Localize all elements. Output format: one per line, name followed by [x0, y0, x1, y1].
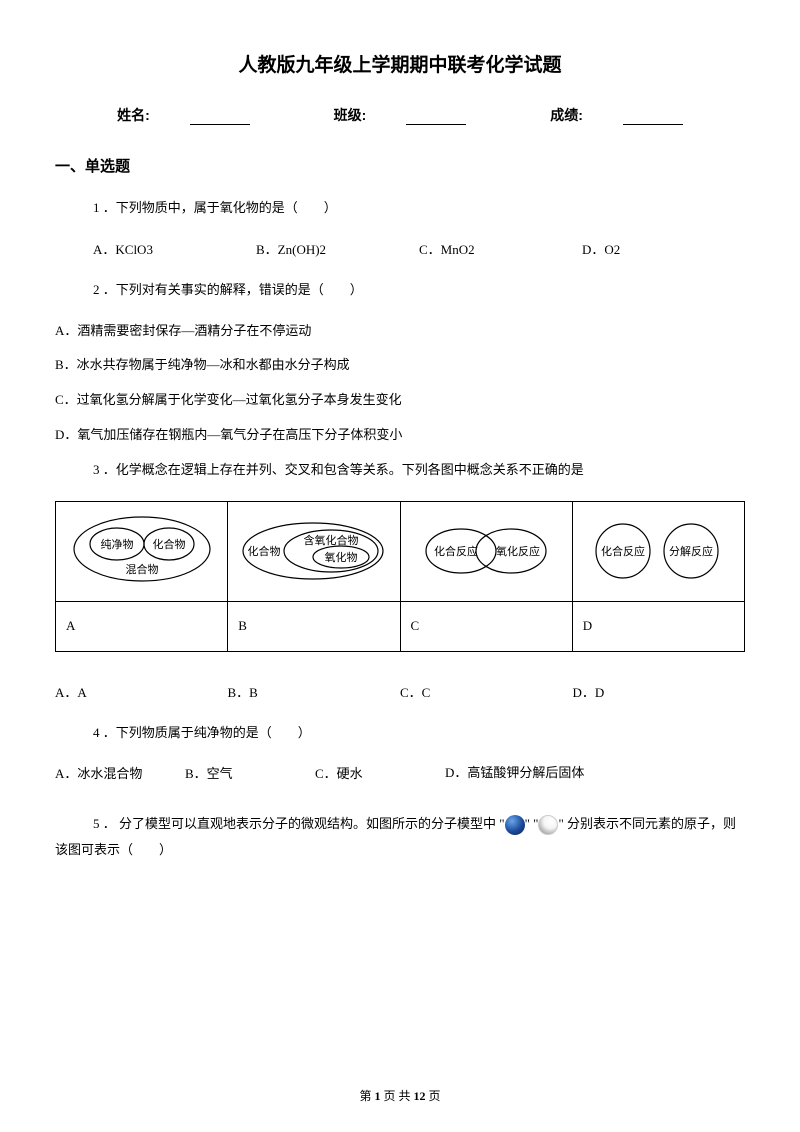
- svg-text:纯净物: 纯净物: [100, 537, 133, 551]
- svg-text:氧化反应: 氧化反应: [496, 544, 540, 558]
- page-footer: 第 1 页 共 12 页: [0, 1087, 800, 1104]
- q2-opt-c: C．过氧化氢分解属于化学变化―过氧化氢分子本身发生变化: [55, 390, 745, 411]
- score-blank[interactable]: [623, 111, 683, 125]
- q5-mid: " ": [525, 816, 539, 831]
- svg-text:含氧化合物: 含氧化合物: [304, 533, 359, 547]
- question-2: 2 ．下列对有关事实的解释，错误的是（ ）: [55, 280, 745, 301]
- q4-opt-b: B．空气: [185, 763, 315, 783]
- label-c: C: [400, 601, 572, 651]
- question-3: 3 ．化学概念在逻辑上存在并列、交叉和包含等关系。下列各图中概念关系不正确的是: [55, 460, 745, 481]
- svg-text:化合反应: 化合反应: [434, 544, 478, 558]
- q2-opt-b: B．冰水共存物属于纯净物―冰和水都由水分子构成: [55, 355, 745, 376]
- svg-text:化合反应: 化合反应: [601, 544, 645, 558]
- light-sphere-icon: [538, 815, 558, 835]
- class-label: 班级:: [334, 107, 367, 123]
- diagram-b: 化合物 含氧化合物 氧化物: [236, 511, 391, 591]
- svg-text:分解反应: 分解反应: [669, 544, 713, 558]
- diagram-d: 化合反应 分解反应: [583, 511, 733, 591]
- label-d: D: [572, 601, 744, 651]
- dark-sphere-icon: [505, 815, 525, 835]
- svg-text:混合物: 混合物: [125, 562, 158, 576]
- q3-opt-b: B．B: [228, 682, 401, 701]
- section-heading: 一、单选题: [55, 155, 745, 176]
- diagram-c: 化合反应 氧化反应: [411, 511, 561, 591]
- name-blank[interactable]: [190, 111, 250, 125]
- q5-pre: 5 ． 分了模型可以直观地表示分子的微观结构。如图所示的分子模型中 ": [55, 816, 505, 831]
- name-label: 姓名:: [117, 107, 150, 123]
- q1-opt-a: A．KClO3: [93, 239, 256, 258]
- diagram-a: 纯净物 化合物 混合物: [67, 511, 217, 591]
- page-title: 人教版九年级上学期期中联考化学试题: [55, 50, 745, 77]
- label-a: A: [56, 601, 228, 651]
- question-4-options: A．冰水混合物 B．空气 C．硬水 D．高锰酸钾分解后固体: [55, 763, 745, 783]
- class-blank[interactable]: [406, 111, 466, 125]
- svg-text:氧化物: 氧化物: [325, 550, 358, 564]
- q1-opt-c: C．MnO2: [419, 239, 582, 258]
- q1-opt-b: B．Zn(OH)2: [256, 239, 419, 258]
- q3-opt-d: D．D: [573, 682, 746, 701]
- question-3-options: A．A B．B C．C D．D: [55, 682, 745, 701]
- label-b: B: [228, 601, 400, 651]
- question-1: 1 ．下列物质中，属于氧化物的是（ ）: [55, 198, 745, 219]
- score-label: 成绩:: [550, 107, 583, 123]
- q2-opt-d: D．氧气加压储存在钢瓶内―氧气分子在高压下分子体积变小: [55, 425, 745, 446]
- q3-opt-c: C．C: [400, 682, 573, 701]
- question-4: 4 ．下列物质属于纯净物的是（ ）: [55, 723, 745, 744]
- q4-opt-a: A．冰水混合物: [55, 763, 185, 783]
- q3-opt-a: A．A: [55, 682, 228, 701]
- q1-opt-d: D．O2: [582, 239, 745, 258]
- q4-opt-c: C．硬水: [315, 763, 445, 783]
- q4-opt-d: D．高锰酸钾分解后固体: [445, 763, 625, 783]
- svg-text:化合物: 化合物: [248, 544, 281, 558]
- concept-table: 纯净物 化合物 混合物 化合物 含氧化合物 氧化物 化合反应 氧化反应: [55, 501, 745, 652]
- student-info: 姓名: 班级: 成绩:: [55, 105, 745, 125]
- svg-text:化合物: 化合物: [152, 537, 185, 551]
- question-1-options: A．KClO3 B．Zn(OH)2 C．MnO2 D．O2: [55, 239, 745, 258]
- q2-opt-a: A．酒精需要密封保存―酒精分子在不停运动: [55, 321, 745, 342]
- question-5: 5 ． 分了模型可以直观地表示分子的微观结构。如图所示的分子模型中 "" "" …: [55, 811, 745, 863]
